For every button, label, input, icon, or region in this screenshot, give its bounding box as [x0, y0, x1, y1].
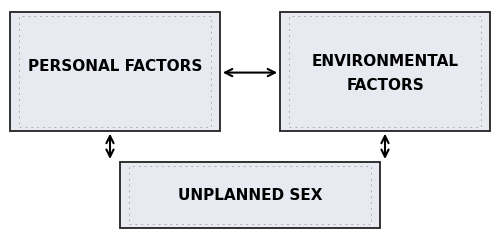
- Text: ENVIRONMENTAL: ENVIRONMENTAL: [312, 54, 458, 69]
- Text: FACTORS: FACTORS: [346, 78, 424, 93]
- Bar: [10, 12, 220, 131]
- Bar: [280, 12, 490, 131]
- Text: PERSONAL FACTORS: PERSONAL FACTORS: [28, 59, 202, 74]
- Text: UNPLANNED SEX: UNPLANNED SEX: [178, 188, 322, 203]
- Bar: [289, 16, 481, 127]
- Bar: [120, 162, 380, 228]
- Bar: [129, 166, 371, 224]
- Bar: [19, 16, 211, 127]
